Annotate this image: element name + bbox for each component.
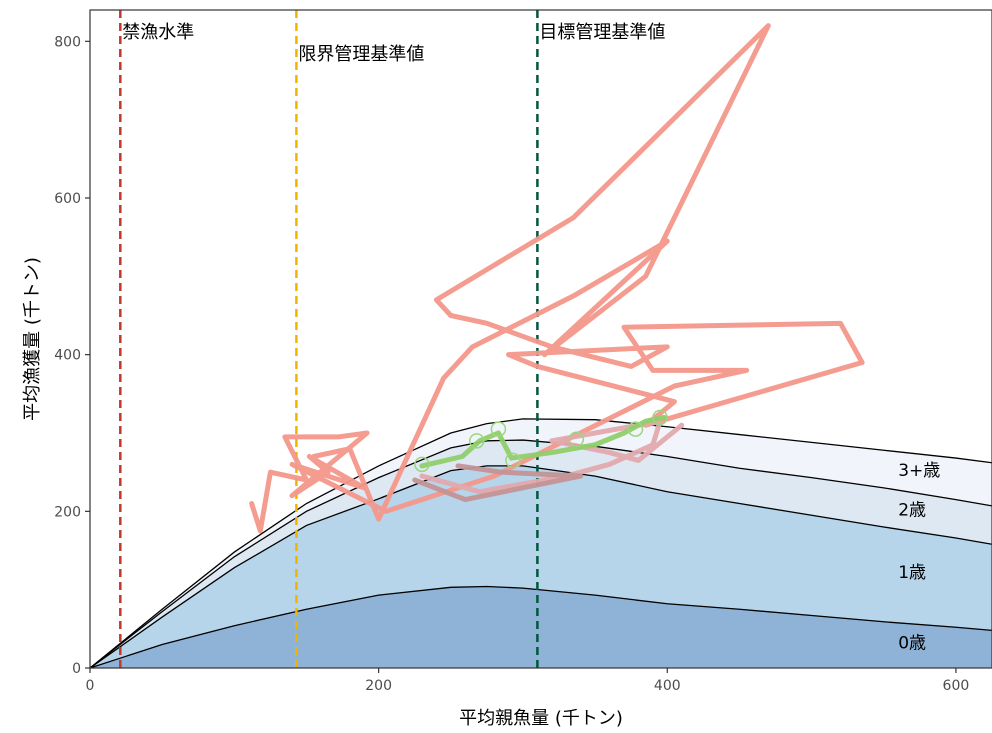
trajectory-markers — [414, 409, 668, 473]
trajectory-marker-4 — [568, 431, 585, 448]
x-tick-label-2: 400 — [654, 678, 681, 694]
y-tick-label-3: 600 — [54, 191, 81, 207]
y-axis-title: 平均漁獲量 (千トン) — [22, 257, 43, 421]
trajectory-marker-2 — [490, 421, 507, 437]
trajectories — [249, 23, 865, 534]
trajectory-marker-5 — [627, 421, 644, 437]
stacked-area-bands — [89, 418, 992, 669]
band-boundary-2 — [89, 439, 992, 669]
y-tick-label-1: 200 — [54, 504, 81, 520]
band-boundary-0 — [89, 585, 992, 669]
band-area-0 — [90, 586, 992, 668]
x-tick-label-0: 0 — [86, 678, 95, 694]
trajectory-marker-0 — [414, 456, 430, 473]
reference-line-label-1: 限界管理基準値 — [298, 44, 424, 65]
band-label-0: 0歳 — [898, 633, 926, 653]
x-axis-title: 平均親魚量 (千トン) — [459, 708, 623, 729]
trajectory-marker-3 — [505, 452, 521, 469]
y-tick-label-4: 800 — [54, 34, 81, 50]
trajectory-1 — [419, 418, 685, 495]
band-label-2: 2歳 — [898, 500, 926, 520]
y-tick-label-0: 0 — [72, 661, 81, 677]
band-label-3: 3+歳 — [898, 461, 940, 481]
reference-line-label-2: 目標管理基準値 — [539, 22, 665, 43]
trajectory-marker-6 — [652, 409, 668, 426]
band-label-1: 1歳 — [898, 563, 926, 583]
x-tick-label-3: 600 — [943, 678, 970, 694]
y-tick-label-2: 400 — [54, 348, 81, 364]
band-boundary-3 — [89, 418, 992, 669]
reference-line-label-0: 禁漁水準 — [122, 22, 194, 43]
plot-border — [89, 9, 992, 669]
axis-ticks: 0 200 400 600 0 200 400 600 800 — [54, 34, 969, 694]
trajectory-3 — [419, 414, 667, 469]
trajectory-2 — [412, 463, 584, 503]
x-tick-label-1: 200 — [365, 678, 392, 694]
band-boundary-1 — [89, 465, 992, 669]
trajectory-marker-1 — [469, 433, 485, 449]
